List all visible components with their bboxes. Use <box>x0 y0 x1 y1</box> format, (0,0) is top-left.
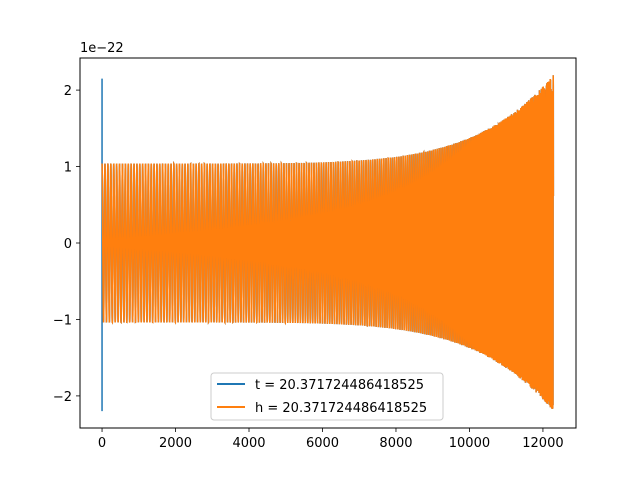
series-line-h <box>101 75 555 409</box>
x-tick-label: 0 <box>98 436 106 451</box>
y-tick-label: 0 <box>64 237 72 252</box>
plot-series <box>101 75 555 412</box>
x-tick-label: 6000 <box>306 436 339 451</box>
legend-box <box>210 372 444 421</box>
y-tick-label: 1 <box>64 161 72 176</box>
x-tick-label: 8000 <box>379 436 412 451</box>
y-tick-label: −1 <box>53 313 72 328</box>
x-tick-label: 2000 <box>159 436 192 451</box>
legend: t = 20.371724486418525 h = 20.3717244864… <box>210 372 444 421</box>
x-axis-ticks: 0 2000 4000 6000 8000 10000 12000 <box>98 428 564 451</box>
x-tick-label: 4000 <box>232 436 265 451</box>
legend-label-h: h = 20.371724486418525 <box>255 401 427 416</box>
y-tick-label: 2 <box>64 84 72 99</box>
y-scale-offset-label: 1e−22 <box>80 41 124 56</box>
y-tick-label: −2 <box>53 390 72 405</box>
legend-label-t: t = 20.371724486418525 <box>255 378 424 393</box>
x-tick-label: 10000 <box>449 436 490 451</box>
y-axis-ticks: −2 −1 0 1 2 <box>53 84 80 405</box>
x-tick-label: 12000 <box>522 436 563 451</box>
